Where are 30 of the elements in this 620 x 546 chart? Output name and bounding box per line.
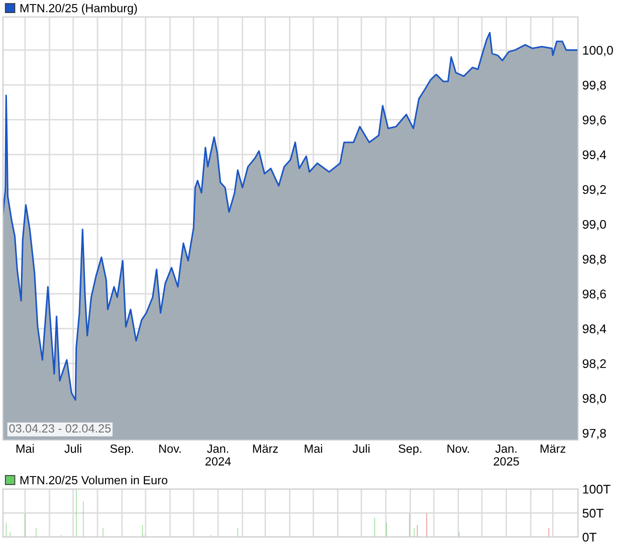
x-tick-label: Sep. (398, 444, 422, 456)
x-tick-label: Juli (64, 444, 82, 453)
x-tick-label: Nov. (448, 444, 469, 453)
y-tick-label: 99,8 (582, 80, 606, 92)
y-tick-label: 0T (582, 532, 596, 542)
annotation: 03.04.23 - 02.04.25 (9, 424, 111, 433)
y-tick-label: 99,0 (582, 220, 606, 230)
y-tick-label: 100T (583, 484, 610, 494)
y-tick-label: 99,4 (582, 150, 606, 161)
y-tick-label: 99,2 (582, 185, 606, 196)
y-tick-label: 98,8 (582, 254, 606, 266)
x-tick-label: Jan. 2024 (206, 444, 231, 466)
x-tick-label: Juli (352, 444, 370, 453)
x-tick-label: März (253, 444, 278, 453)
y-tick-label: 98,4 (582, 324, 606, 335)
x-tick-label: März (540, 444, 566, 453)
x-tick-label: Nov. (159, 444, 181, 453)
y-tick-label: 100,0 (583, 46, 613, 56)
legend-label: MTN.20/25 (Hamburg) (20, 4, 137, 15)
y-tick-label: 98,0 (582, 394, 606, 404)
y-tick-label: 99,6 (582, 116, 606, 126)
x-tick-label: Jan. 2025 (494, 444, 519, 466)
y-tick-label: 98,6 (582, 290, 606, 300)
legend-label: MTN.20/25 Volumen in Euro (20, 476, 168, 484)
x-tick-label: Mai (304, 444, 322, 453)
y-tick-label: 50T (582, 508, 604, 518)
y-tick-label: 98,2 (582, 359, 606, 370)
y-tick-label: 97,8 (582, 428, 606, 440)
x-tick-label: Mai (16, 444, 34, 453)
x-tick-label: Sep. (110, 444, 134, 456)
